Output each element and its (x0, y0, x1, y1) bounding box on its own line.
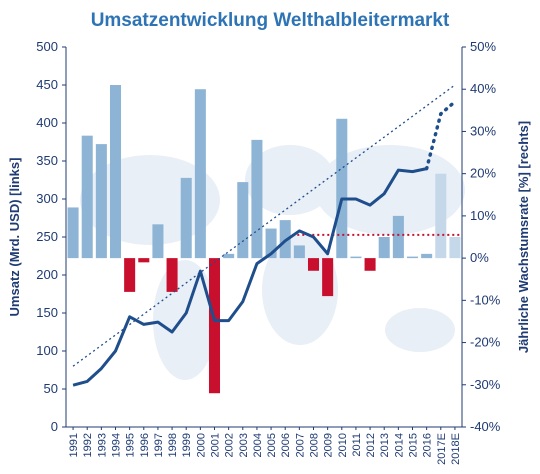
left-axis-label: Umsatz (Mrd. USD) [links] (7, 158, 22, 317)
left-tick-label: 200 (36, 267, 58, 282)
growth-bar (109, 85, 122, 259)
left-tick-label: 150 (36, 305, 58, 320)
x-tick-label: 1998 (167, 433, 179, 457)
growth-bar (265, 228, 277, 259)
left-tick-label: 400 (36, 115, 58, 130)
x-tick-label: 1999 (181, 433, 193, 457)
x-tick-label: 2004 (252, 433, 264, 457)
x-tick-label: 2008 (309, 433, 321, 457)
growth-bar (124, 258, 136, 292)
x-tick-label: 2014 (393, 433, 405, 457)
x-tick-label: 2010 (337, 433, 349, 457)
growth-bar (392, 215, 404, 259)
left-tick-label: 0 (51, 419, 58, 434)
revenue-line-estimate (424, 99, 457, 171)
x-tick-label: 1993 (96, 433, 108, 457)
x-tick-label: 2006 (280, 433, 292, 457)
right-tick-label: 20% (470, 166, 496, 181)
left-tick-label: 450 (36, 77, 58, 92)
x-tick-label: 1996 (139, 433, 151, 457)
growth-bar (293, 245, 305, 259)
x-tick-label: 2005 (266, 433, 278, 457)
x-tick-label: 2002 (224, 433, 236, 457)
trend-line (72, 84, 456, 367)
growth-bar (152, 224, 164, 259)
x-tick-label: 2011 (351, 433, 363, 457)
growth-bar (138, 258, 150, 263)
x-tick-label: 1997 (153, 433, 165, 457)
growth-bar (378, 237, 390, 259)
growth-bar (322, 258, 334, 297)
right-tick-label: 10% (470, 208, 496, 223)
left-tick-label: 50 (44, 381, 58, 396)
right-tick-label: -40% (470, 419, 501, 434)
growth-bar (307, 258, 320, 271)
growth-bar (237, 182, 249, 259)
growth-bars (67, 85, 461, 394)
chart-title: Umsatzentwicklung Welthalbleitermarkt (91, 10, 450, 31)
x-tick-label: 2007 (294, 433, 306, 457)
x-tick-label: 2018E (450, 433, 462, 465)
x-tick-label: 2012 (365, 433, 377, 457)
left-tick-label: 500 (36, 39, 58, 54)
x-tick-label: 1991 (68, 433, 80, 457)
left-tick-label: 100 (36, 343, 58, 358)
growth-bar (95, 144, 107, 259)
right-tick-label: 0% (470, 250, 489, 265)
x-tick-label: 2009 (323, 433, 335, 457)
revenue-line (72, 167, 427, 387)
growth-bar (406, 256, 419, 259)
x-tick-label: 1994 (111, 433, 123, 457)
x-tick-label: 2001 (210, 433, 222, 457)
left-axis-ticks: 0 50 100 150 200 250 300 350 400 450 500 (36, 39, 66, 434)
growth-bar (364, 258, 376, 271)
right-tick-label: -10% (470, 292, 501, 307)
x-tick-label: 2016 (422, 433, 434, 457)
right-tick-label: -20% (470, 335, 501, 350)
right-tick-label: 40% (470, 81, 496, 96)
right-axis-ticks: -40% -30% -20% -10% 0% 10% 20% 30% 40% 50% (462, 39, 501, 434)
x-tick-label: 2000 (195, 433, 207, 457)
growth-bar (81, 135, 93, 259)
left-tick-label: 250 (36, 229, 58, 244)
growth-bar (180, 177, 192, 259)
right-tick-label: 50% (470, 39, 496, 54)
growth-bar (350, 256, 362, 259)
x-tick-label: 2013 (379, 433, 391, 457)
left-tick-label: 300 (36, 191, 58, 206)
growth-bar (67, 207, 79, 259)
right-axis-label: Jährliche Wachstumsrate [%] [rechts] (516, 121, 531, 353)
growth-bar (449, 237, 461, 259)
growth-bar (223, 253, 235, 259)
growth-bar (251, 139, 263, 259)
x-tick-label: 2003 (238, 433, 250, 457)
growth-bar (194, 89, 206, 259)
x-tick-label: 2015 (408, 433, 420, 457)
x-tick-label: 1992 (82, 433, 94, 457)
growth-bar (336, 118, 348, 259)
x-axis-ticks: 1991 1992 1993 1994 1995 1996 1997 1998 1999 2000… (68, 427, 462, 465)
x-tick-label: 2017E (436, 433, 448, 465)
growth-bar (208, 258, 221, 394)
right-tick-label: -30% (470, 377, 501, 392)
left-tick-label: 350 (36, 153, 58, 168)
x-tick-label: 1995 (125, 433, 137, 457)
growth-bar (435, 173, 447, 259)
growth-bar (166, 258, 178, 292)
world-map-background (80, 145, 465, 380)
growth-bar (421, 253, 433, 259)
right-tick-label: 30% (470, 123, 496, 138)
